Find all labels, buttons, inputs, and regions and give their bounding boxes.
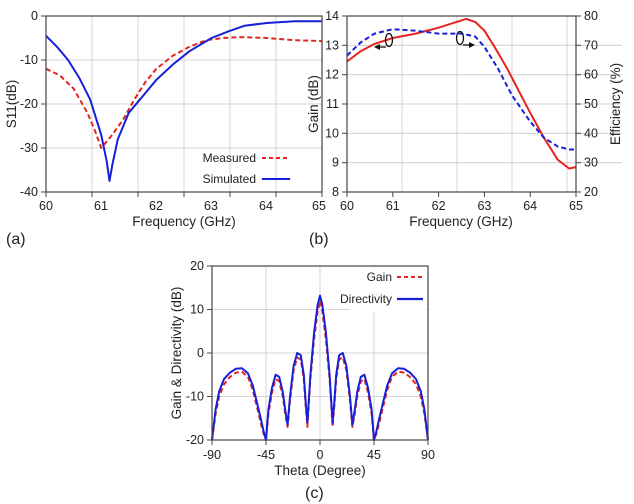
chart-b-right-axis-indicator <box>455 30 475 48</box>
chart-b-xtick: 63 <box>477 199 491 213</box>
chart-a-grid <box>46 16 322 192</box>
chart-b-ytick-right: 70 <box>584 38 598 52</box>
chart-b-ylabel: Gain (dB) <box>306 75 321 133</box>
chart-a-xtick: 60 <box>39 199 53 213</box>
chart-b-ytick-right: 50 <box>584 97 598 111</box>
chart-b-ytick: 11 <box>326 97 339 111</box>
chart-a-legend-label-simulated: Simulated <box>203 172 256 186</box>
chart-a-xlabel: Frequency (GHz) <box>132 214 236 229</box>
chart-b-xtick: 65 <box>569 199 583 213</box>
chart-c-xtick: -90 <box>203 448 221 462</box>
chart-b-xtick: 64 <box>523 199 537 213</box>
chart-a: -40 -30 -20 -10 0 60 61 62 63 64 65 Freq… <box>4 9 326 248</box>
chart-b-ytick: 13 <box>325 38 339 52</box>
chart-b-ytick: 14 <box>325 9 339 23</box>
chart-a-ytick: 0 <box>31 9 38 23</box>
chart-b-ytick-right: 80 <box>584 9 598 23</box>
chart-b-ylabel-right: Efficiency (%) <box>608 63 623 145</box>
chart-a-line-measured <box>45 36 323 149</box>
chart-b-ytick: 10 <box>325 126 339 140</box>
chart-c-series <box>211 294 429 441</box>
chart-b-xtick: 61 <box>386 199 400 213</box>
chart-b-ytick: 9 <box>332 156 339 170</box>
chart-b: 8 9 10 11 12 13 14 20 30 40 50 60 70 80 … <box>306 9 623 248</box>
chart-c-line-directivity <box>211 294 429 441</box>
chart-a-ytick: -20 <box>20 97 38 111</box>
chart-b-xtick: 60 <box>340 199 354 213</box>
chart-a-xtick: 63 <box>204 199 218 213</box>
chart-b-ytick: 8 <box>332 185 339 199</box>
chart-a-series <box>45 20 323 182</box>
chart-b-ytick-right: 20 <box>584 185 598 199</box>
chart-b-ytick-right: 40 <box>584 126 598 140</box>
chart-c-xtick: 45 <box>367 448 381 462</box>
chart-b-line-series-2 <box>346 28 576 151</box>
chart-b-panel-label: (b) <box>309 231 329 248</box>
chart-b-ytick-right: 30 <box>584 156 598 170</box>
chart-b-xlabel: Frequency (GHz) <box>409 214 513 229</box>
chart-a-legend-label-measured: Measured <box>203 151 256 165</box>
chart-c-xtick: 90 <box>421 448 435 462</box>
chart-c-ytick: -10 <box>186 390 204 404</box>
chart-c-ytick: -20 <box>186 433 204 447</box>
chart-a-ylabel: S11(dB) <box>4 80 19 129</box>
chart-c-legend-label-gain: Gain <box>367 270 392 284</box>
chart-c-xtick: 0 <box>317 448 324 462</box>
chart-c-ytick: 0 <box>197 346 204 360</box>
chart-b-xtick: 62 <box>432 199 446 213</box>
chart-a-ytick: -30 <box>20 141 38 155</box>
chart-b-series <box>346 17 577 170</box>
chart-c-xtick: -45 <box>257 448 275 462</box>
chart-a-ytick: -40 <box>20 185 38 199</box>
chart-a-line-simulated <box>45 20 322 182</box>
chart-b-line-series-1 <box>346 17 577 170</box>
chart-c-ytick: 20 <box>190 259 204 273</box>
chart-c-panel-label: (c) <box>305 485 324 502</box>
chart-a-xtick: 65 <box>312 199 326 213</box>
chart-c-legend-label-directivity: Directivity <box>340 292 392 306</box>
chart-c: -20 -10 0 10 20 -90 -45 0 45 90 Theta (D… <box>169 259 435 502</box>
chart-b-left-axis-indicator <box>374 32 394 50</box>
chart-c-ytick: 10 <box>190 303 204 317</box>
chart-a-panel-label: (a) <box>6 231 26 248</box>
chart-c-ylabel: Gain & Directivity (dB) <box>169 287 184 420</box>
chart-a-legend: Measured Simulated <box>203 151 290 186</box>
chart-a-xtick: 61 <box>94 199 108 213</box>
chart-a-ytick: -10 <box>20 53 38 67</box>
chart-c-xlabel: Theta (Degree) <box>274 463 366 478</box>
chart-c-legend: Gain Directivity <box>340 268 426 312</box>
chart-b-ytick: 12 <box>325 68 339 82</box>
chart-a-xtick: 64 <box>259 199 273 213</box>
chart-b-ytick-right: 60 <box>584 68 598 82</box>
chart-a-xtick: 62 <box>149 199 163 213</box>
